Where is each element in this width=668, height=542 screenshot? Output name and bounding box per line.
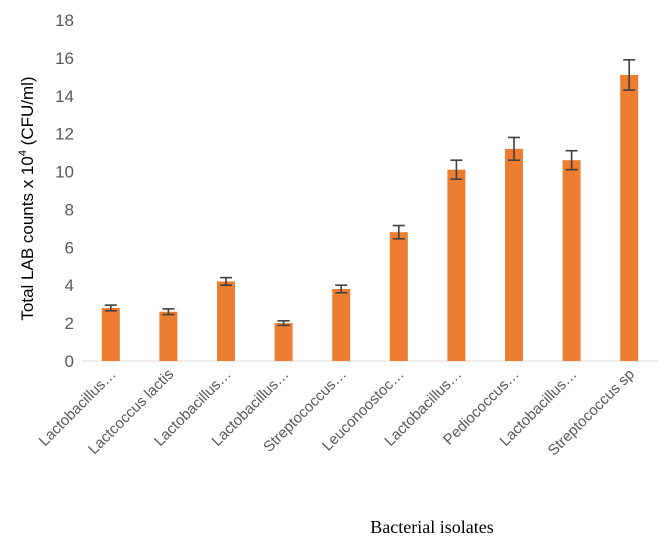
error-bar — [508, 136, 520, 161]
x-axis-category-labels: Lactobacillus…Lactcoccus lactisLactobaci… — [36, 366, 638, 459]
y-axis-label-superscript: 4 — [17, 150, 29, 156]
y-tick-label: 12 — [55, 125, 74, 144]
y-tick-label: 6 — [65, 238, 74, 257]
y-tick-label: 4 — [65, 276, 74, 295]
y-tick-label: 14 — [55, 87, 74, 106]
bar — [159, 311, 178, 361]
bar — [505, 148, 523, 361]
y-axis-label-unit: (CFU/ml) — [18, 76, 37, 150]
bar — [447, 169, 466, 361]
bar — [389, 232, 408, 361]
error-bar — [277, 320, 290, 327]
x-axis-label: Bacterial isolates — [370, 517, 493, 537]
y-tick-label: 18 — [55, 11, 74, 30]
error-bar — [104, 304, 117, 312]
bar — [332, 289, 351, 361]
bar — [562, 160, 581, 361]
y-tick-label: 10 — [55, 163, 74, 182]
error-bars — [104, 58, 636, 327]
error-bar — [565, 149, 578, 171]
y-axis-ticks: 0 2 4 6 8 10 12 14 16 18 — [55, 11, 74, 371]
bar — [217, 281, 235, 361]
y-tick-label: 16 — [55, 49, 74, 68]
y-axis-label-main: Total LAB counts x 10 — [18, 156, 37, 320]
error-bar — [450, 159, 463, 180]
error-bar — [162, 308, 175, 316]
bars — [101, 74, 639, 361]
y-tick-label: 8 — [65, 200, 74, 219]
bar — [620, 74, 639, 361]
error-bar — [392, 224, 405, 240]
bar — [274, 323, 293, 361]
error-bar — [623, 58, 636, 91]
error-bar — [335, 284, 348, 294]
bar — [101, 307, 120, 361]
error-bar — [220, 276, 232, 287]
y-tick-label: 0 — [65, 352, 74, 371]
y-tick-label: 2 — [65, 314, 74, 333]
y-axis-label: Total LAB counts x 104 (CFU/ml) — [17, 76, 37, 320]
